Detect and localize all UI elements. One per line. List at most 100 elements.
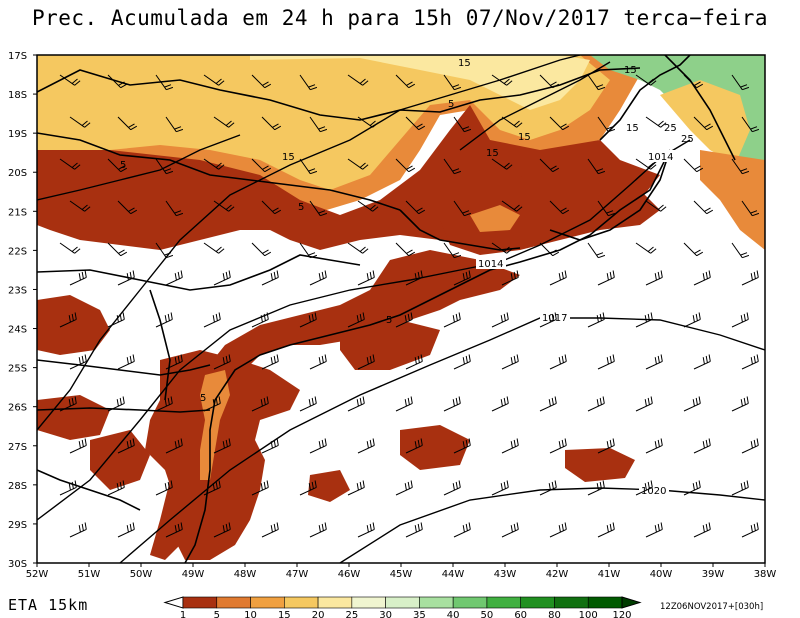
- wind-barb: [693, 116, 714, 131]
- wind-barb: [443, 312, 461, 328]
- wind-barb: [645, 522, 663, 538]
- lon-label: 38W: [754, 569, 777, 580]
- border-line: [37, 407, 211, 413]
- wind-barb: [587, 242, 606, 259]
- colorbar-label: 25: [345, 610, 358, 618]
- border-line: [37, 254, 361, 291]
- lat-label: 29S: [8, 520, 27, 531]
- wind-barb: [635, 312, 653, 328]
- latitude-axis: 17S 18S 19S 20S 21S 22S 23S 24S 25S 26S 27S 28S 29S 3…: [8, 51, 37, 570]
- precip-area-south-orange: [200, 370, 230, 480]
- lat-label: 24S: [8, 325, 27, 336]
- colorbar-label: 1: [180, 610, 186, 618]
- wind-barb: [347, 158, 369, 170]
- wind-barb: [251, 242, 272, 257]
- run-label: 12Z06NOV2017+[030h]: [660, 602, 764, 612]
- lat-label: 25S: [8, 364, 27, 375]
- wind-barb: [213, 200, 235, 212]
- isobar-1014-mid: [37, 139, 691, 521]
- wind-barb: [347, 312, 365, 328]
- wind-barb: [107, 74, 128, 89]
- lon-label: 48W: [234, 569, 257, 580]
- colorbar-label: 60: [514, 610, 527, 618]
- wind-barb: [117, 522, 135, 538]
- wind-barb: [59, 480, 77, 496]
- wind-barb: [549, 200, 570, 215]
- wind-barb: [741, 354, 759, 370]
- wind-barb: [539, 158, 560, 173]
- wind-barb: [261, 522, 279, 538]
- wind-barb: [395, 74, 416, 89]
- precip-area-east-coast: [700, 150, 765, 250]
- wind-barb: [203, 74, 225, 86]
- colorbar-swatch: [452, 596, 488, 609]
- wind-barb: [635, 158, 657, 170]
- lon-label: 51W: [78, 569, 101, 580]
- wind-barb: [155, 312, 173, 328]
- contour-label: 25: [664, 123, 677, 134]
- contour-label: 5: [298, 202, 304, 213]
- colorbar-swatch: [250, 596, 285, 609]
- wind-barb: [501, 354, 519, 370]
- wind-barb: [155, 74, 174, 91]
- wind-barb: [395, 396, 413, 412]
- lat-label: 22S: [8, 246, 27, 257]
- wind-barb: [357, 270, 375, 286]
- wind-barb: [635, 74, 657, 86]
- colorbar-swatch: [182, 596, 218, 609]
- lon-label: 42W: [546, 569, 569, 580]
- wind-barb: [741, 438, 759, 454]
- wind-barb: [405, 270, 423, 286]
- precip-area-ocean-blob-1: [400, 425, 470, 470]
- wind-barb: [597, 200, 616, 217]
- wind-barb: [539, 242, 560, 257]
- coastline: [664, 55, 736, 161]
- wind-barb: [213, 522, 231, 538]
- lon-label: 43W: [494, 569, 517, 580]
- wind-barb: [69, 522, 87, 538]
- wind-barb: [683, 312, 701, 328]
- wind-barb: [683, 396, 701, 412]
- wind-barb: [347, 480, 365, 496]
- wind-barb: [539, 74, 560, 89]
- wind-barb: [395, 158, 416, 173]
- wind-barb: [731, 312, 749, 328]
- lat-label: 17S: [8, 51, 27, 62]
- wind-barb: [635, 242, 657, 254]
- lon-label: 50W: [130, 569, 153, 580]
- wind-barb: [395, 242, 416, 257]
- wind-barb: [203, 312, 221, 328]
- wind-barb: [587, 312, 605, 328]
- colorbar-label: 20: [312, 610, 325, 618]
- colorbar-label: 30: [379, 610, 392, 618]
- lat-label: 18S: [8, 90, 27, 101]
- wind-barb: [741, 116, 760, 133]
- precip-area-sw-blob: [37, 395, 110, 440]
- wind-barb: [597, 270, 615, 286]
- wind-barb: [491, 242, 513, 254]
- lat-label: 19S: [8, 129, 27, 140]
- wind-barb: [443, 74, 462, 91]
- wind-barb: [597, 522, 615, 538]
- wind-barb: [405, 522, 423, 538]
- wind-barb: [213, 270, 231, 286]
- isobar-labels: 1014 1014 1017 1020: [476, 150, 676, 497]
- wind-barb: [645, 270, 663, 286]
- wind-barb: [69, 200, 91, 212]
- wind-barb: [261, 270, 279, 286]
- wind-barb: [587, 480, 605, 496]
- wind-barb: [251, 396, 269, 412]
- wind-barb: [165, 270, 183, 286]
- contour-label: 15: [626, 123, 639, 134]
- wind-barb: [203, 158, 225, 170]
- precip-area-sw-blob-2: [90, 430, 150, 490]
- colorbar: 1 5 10 15 20 25 30 35 40 50 60 80 100 120: [163, 596, 642, 618]
- wind-barb: [347, 242, 369, 254]
- wind-barb: [683, 74, 704, 89]
- wind-barb: [501, 200, 523, 212]
- wind-barb: [299, 480, 317, 496]
- wind-barb: [59, 242, 81, 254]
- wind-barb: [693, 200, 714, 215]
- wind-barb: [203, 242, 225, 254]
- lat-label: 20S: [8, 168, 27, 179]
